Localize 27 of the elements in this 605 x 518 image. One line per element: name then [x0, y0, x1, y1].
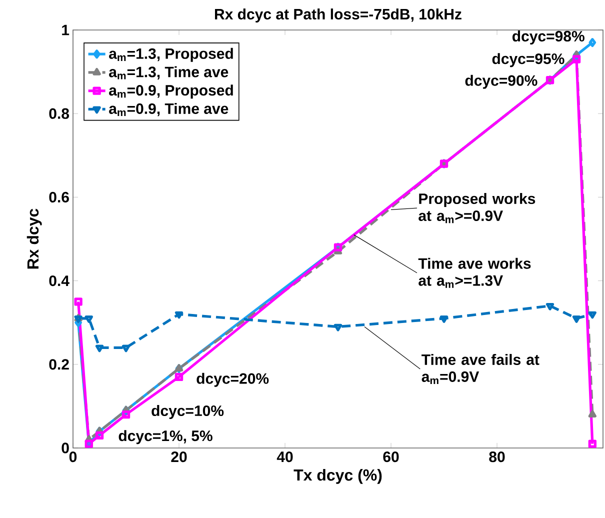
x-tick-label: 80 [489, 452, 505, 462]
annotation: Proposed works at a$_{m}$>=0.9V [418, 193, 536, 224]
annotation: dcyc=98% [512, 30, 584, 44]
y-tick-label: 1 [62, 24, 70, 36]
y-tick-label: 0 [62, 442, 69, 454]
x-axis-title: Tx dcyc (%) [294, 468, 382, 484]
annotation: dcyc=20% [196, 372, 269, 387]
x-tick-label: 40 [276, 452, 293, 462]
x-tick-label: 0 [69, 452, 77, 462]
legend-label: a$_{m}$=1.3, Proposed [109, 48, 233, 62]
legend-label: a$_{m}$=0.9, Time ave [109, 102, 228, 116]
y-tick-label: 0.6 [49, 192, 69, 202]
legend-label: a$_{m}$=1.3, Time ave [109, 66, 228, 80]
chart-title: Rx dcyc at Path loss=-75dB, 10kHz [215, 8, 462, 22]
y-tick-label: 0.4 [49, 275, 70, 286]
x-tick-label: 60 [383, 452, 399, 462]
annotation: Time ave fails at a$_{m}$=0.9V [422, 354, 540, 384]
annotation: Time ave works at a$_{m}$>=1.3V [418, 258, 531, 288]
y-tick-label: 0.8 [49, 108, 70, 119]
x-tick-label: 20 [171, 452, 187, 462]
annotation: dcyc=1%, 5% [118, 430, 212, 444]
y-axis-title: Rx dcyc [26, 208, 42, 269]
annotation: dcyc=10% [152, 405, 224, 420]
y-tick-label: 0.2 [49, 359, 69, 370]
annotation: dcyc=90% [465, 74, 538, 89]
legend-label: a$_{m}$=0.9, Proposed [109, 84, 233, 99]
annotation: dcyc=95% [492, 53, 564, 68]
